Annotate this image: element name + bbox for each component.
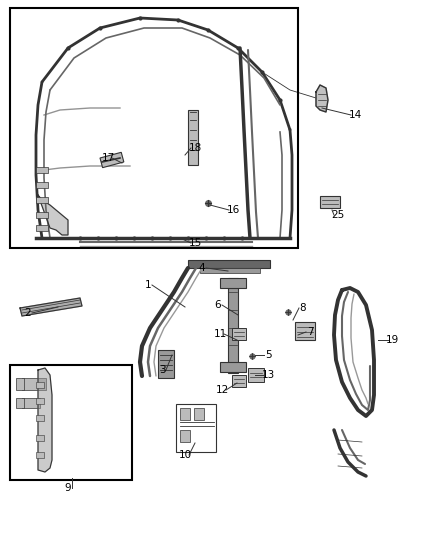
Bar xyxy=(22,398,40,408)
Bar xyxy=(36,182,48,188)
Text: 1: 1 xyxy=(145,280,151,290)
Text: 12: 12 xyxy=(215,385,229,395)
Bar xyxy=(36,212,48,218)
Text: 19: 19 xyxy=(385,335,399,345)
Bar xyxy=(200,268,260,273)
Bar xyxy=(16,378,24,390)
Bar xyxy=(176,404,216,452)
Text: 9: 9 xyxy=(65,483,71,493)
Text: 2: 2 xyxy=(25,308,31,318)
Bar xyxy=(36,197,48,203)
Bar xyxy=(36,398,44,404)
Text: 14: 14 xyxy=(348,110,362,120)
Bar xyxy=(10,365,132,480)
Bar xyxy=(232,328,246,340)
Bar xyxy=(36,225,48,231)
Polygon shape xyxy=(38,368,52,472)
Bar xyxy=(180,430,190,442)
Text: 11: 11 xyxy=(213,329,226,339)
Bar xyxy=(36,415,44,421)
Text: 15: 15 xyxy=(188,238,201,248)
Bar xyxy=(295,322,315,340)
Text: 25: 25 xyxy=(332,210,345,220)
Bar xyxy=(188,110,198,165)
Polygon shape xyxy=(316,85,328,112)
Bar xyxy=(248,368,264,382)
Text: 17: 17 xyxy=(101,153,115,163)
Text: 7: 7 xyxy=(307,327,313,337)
Bar xyxy=(158,350,174,378)
Bar xyxy=(36,167,48,173)
Bar xyxy=(36,382,44,388)
Bar xyxy=(36,452,44,458)
Bar xyxy=(232,375,246,387)
Bar xyxy=(220,362,246,372)
Text: 18: 18 xyxy=(188,143,201,153)
Polygon shape xyxy=(38,195,68,235)
Text: 5: 5 xyxy=(265,350,271,360)
Bar xyxy=(228,278,238,373)
Bar xyxy=(10,8,298,248)
Text: 4: 4 xyxy=(199,263,205,273)
Text: 16: 16 xyxy=(226,205,240,215)
Bar xyxy=(220,278,246,288)
Bar xyxy=(16,398,24,408)
Bar xyxy=(194,408,204,420)
Text: 3: 3 xyxy=(159,365,165,375)
Bar xyxy=(180,408,190,420)
Bar xyxy=(22,378,46,390)
Text: 10: 10 xyxy=(178,450,191,460)
Polygon shape xyxy=(20,298,82,316)
Bar xyxy=(320,196,340,208)
Bar xyxy=(188,260,270,268)
Text: 6: 6 xyxy=(215,300,221,310)
Bar xyxy=(36,435,44,441)
Text: 8: 8 xyxy=(300,303,306,313)
Bar xyxy=(100,152,124,168)
Text: 13: 13 xyxy=(261,370,275,380)
